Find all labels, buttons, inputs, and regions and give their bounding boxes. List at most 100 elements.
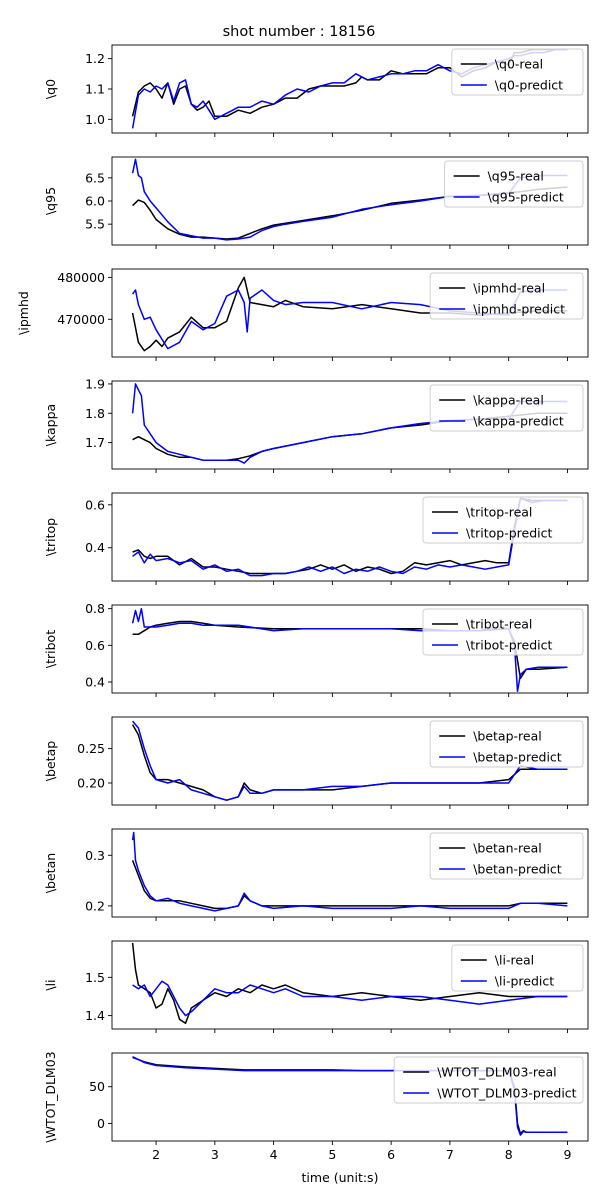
- legend-entry: \ipmhd-predict: [473, 302, 565, 317]
- legend-box: [444, 160, 584, 208]
- y-tick-label: 480000: [57, 270, 105, 285]
- legend: \tribot-real \tribot-predict: [422, 608, 584, 656]
- legend-entry: \WTOT_DLM03-predict: [437, 1086, 576, 1101]
- legend: \q95-real \q95-predict: [444, 160, 584, 208]
- figure-title: shot number : 18156: [223, 24, 376, 40]
- y-axis-label: \kappa: [43, 404, 58, 446]
- legend-entry: \kappa-real: [473, 393, 544, 408]
- legend: \tritop-real \tritop-predict: [422, 496, 584, 544]
- x-tick-label: 6: [387, 1147, 395, 1162]
- legend-entry: \betap-predict: [473, 750, 562, 765]
- predict-series-line-8: [131, 831, 568, 912]
- legend-entry: \betan-predict: [473, 862, 562, 877]
- legend-entry: \li-real: [495, 953, 534, 968]
- y-tick-label: 1.0: [85, 112, 105, 127]
- axes-frame: [111, 492, 589, 582]
- y-tick-label: 1.9: [85, 376, 105, 391]
- y-tick-label: 0.20: [77, 776, 105, 791]
- x-tick-label: 7: [446, 1147, 454, 1162]
- y-tick-label: 1.8: [85, 406, 105, 421]
- y-axis-label: \ipmhd: [16, 291, 31, 335]
- legend-entry: \tribot-predict: [466, 638, 552, 653]
- subplot-2: 5.5 6.0 6.5 \q95 \q95-real \q95-predict: [43, 156, 589, 249]
- y-axis-label: \q0: [43, 79, 58, 99]
- subplot-4: 1.7 1.8 1.9 \kappa \kappa-real \kappa-predict: [43, 376, 589, 473]
- y-tick-label: 5.5: [85, 217, 105, 232]
- legend: \kappa-real \kappa-predict: [429, 384, 584, 432]
- legend-entry: \WTOT_DLM03-real: [437, 1065, 556, 1080]
- y-tick-label: 1.2: [85, 51, 105, 66]
- subplot-5: 0.4 0.6 \tritop \tritop-real \tritop-predict: [43, 492, 589, 585]
- y-tick-label: 0.3: [85, 848, 105, 863]
- x-tick-label: 2: [152, 1147, 160, 1162]
- axes-frame: [111, 828, 589, 918]
- y-tick-label: 0.2: [85, 898, 105, 913]
- legend-entry: \tritop-predict: [466, 526, 552, 541]
- x-tick-label: 3: [211, 1147, 219, 1162]
- subplot-3: 470000 480000 \ipmhd \ipmhd-real \ipmhd-pred…: [16, 268, 589, 361]
- subplot-grid: 1.0 1.1 1.2 \q0 \q0-real \q0-predict 5.5 6.0 6.5…: [16, 44, 589, 1162]
- subplot-1: 1.0 1.1 1.2 \q0 \q0-real \q0-predict: [43, 44, 589, 137]
- legend: \betap-real \betap-predict: [429, 720, 584, 768]
- x-tick-label: 4: [270, 1147, 278, 1162]
- legend-box: [429, 720, 584, 768]
- y-tick-label: 6.0: [85, 194, 105, 209]
- x-tick-label: 5: [328, 1147, 336, 1162]
- legend-entry: \q95-real: [488, 169, 544, 184]
- legend-box: [429, 272, 584, 320]
- legend-entry: \q0-predict: [495, 78, 563, 93]
- y-axis-label: \betan: [43, 853, 58, 893]
- legend: \q0-real \q0-predict: [451, 48, 584, 96]
- legend-box: [451, 48, 584, 96]
- predict-series-line-7: [132, 720, 568, 801]
- subplot-7: 0.20 0.25 \betap \betap-real \betap-predict: [43, 716, 589, 809]
- x-axis-label: time (unit:s): [302, 1170, 379, 1185]
- y-tick-label: 6.5: [85, 170, 105, 185]
- y-tick-label: 1.4: [85, 1008, 105, 1023]
- legend-entry: \tribot-real: [466, 617, 532, 632]
- y-axis-label: \tritop: [43, 518, 58, 556]
- legend-box: [393, 1056, 584, 1104]
- predict-series-line-5: [132, 497, 568, 577]
- y-tick-label: 0.4: [85, 675, 105, 690]
- y-axis-label: \li: [43, 979, 58, 990]
- y-tick-label: 470000: [57, 312, 105, 327]
- y-tick-label: 0: [97, 1116, 105, 1131]
- y-axis-label: \WTOT_DLM03: [43, 1051, 58, 1142]
- y-tick-label: 0.4: [85, 540, 105, 555]
- y-tick-label: 0.25: [77, 741, 105, 756]
- y-axis-label: \q95: [43, 187, 58, 215]
- legend-entry: \ipmhd-real: [473, 281, 545, 296]
- y-tick-label: 0.8: [85, 601, 105, 616]
- axes-frame: [111, 716, 589, 806]
- legend-entry: \kappa-predict: [473, 414, 564, 429]
- axes-frame: [111, 604, 589, 694]
- y-tick-label: 0.6: [85, 638, 105, 653]
- x-tick-label: 8: [505, 1147, 513, 1162]
- legend-entry: \tritop-real: [466, 505, 532, 520]
- legend-box: [422, 608, 584, 656]
- legend-box: [451, 944, 584, 992]
- legend-entry: \q0-real: [495, 57, 543, 72]
- legend-entry: \q95-predict: [488, 190, 564, 205]
- axes-frame: [111, 940, 589, 1030]
- legend-entry: \li-predict: [495, 974, 554, 989]
- axes-frame: [111, 380, 589, 470]
- y-tick-label: 50: [89, 1079, 105, 1094]
- y-tick-label: 1.1: [85, 82, 105, 97]
- y-tick-label: 1.5: [85, 970, 105, 985]
- axes-frame: [111, 268, 589, 358]
- legend-box: [429, 832, 584, 880]
- y-axis-label: \betap: [43, 741, 58, 781]
- subplot-9: 1.4 1.5 \li \li-real \li-predict: [43, 940, 589, 1033]
- legend-box: [422, 496, 584, 544]
- legend: \ipmhd-real \ipmhd-predict: [429, 272, 584, 320]
- legend-entry: \betap-real: [473, 729, 542, 744]
- legend: \li-real \li-predict: [451, 944, 584, 992]
- subplot-8: 0.2 0.3 \betan \betan-real \betan-predict: [43, 828, 589, 921]
- legend-box: [429, 384, 584, 432]
- legend: \betan-real \betan-predict: [429, 832, 584, 880]
- y-tick-label: 1.7: [85, 435, 105, 450]
